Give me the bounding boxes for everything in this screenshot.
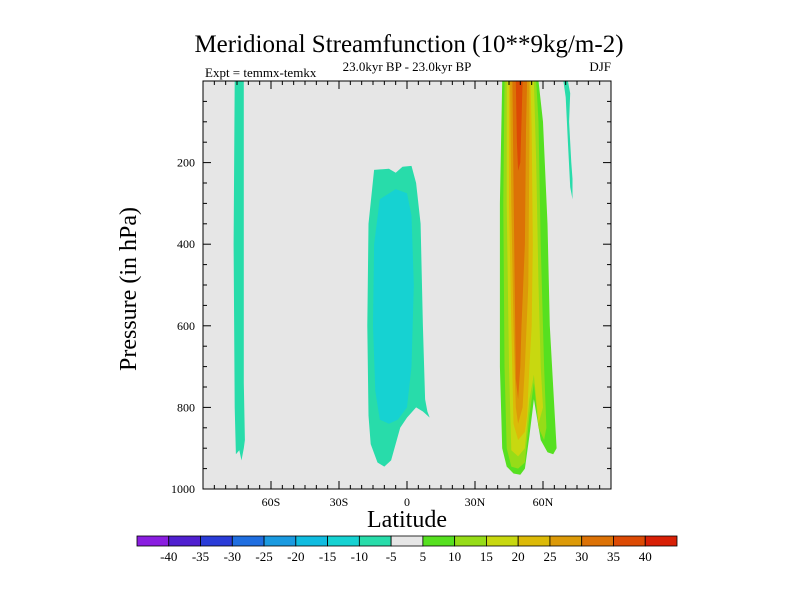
- contour-polar-sliver: [563, 81, 573, 200]
- colorbar-swatch: [390, 535, 424, 547]
- experiment-label: Expt = temmx-temkx: [205, 65, 317, 80]
- colorbar-swatch: [517, 535, 551, 547]
- colorbar-label: -20: [287, 549, 304, 564]
- colorbar-label: 30: [575, 549, 588, 564]
- season-label: DJF: [589, 59, 611, 74]
- colorbar-swatch: [581, 535, 614, 547]
- colorbar-label: 25: [543, 549, 556, 564]
- contour-northern-cell-35: [515, 81, 523, 171]
- colorbar-swatch: [231, 535, 265, 547]
- contour-tropical-cell-core: [373, 189, 414, 424]
- colorbar: -40 -35 -30 -25 -20 -15 -10 -5 5 10 15 20 25 30 35 40: [136, 535, 678, 564]
- contour-regions: [233, 81, 573, 475]
- colorbar-swatch: [295, 535, 328, 547]
- colorbar-swatch: [454, 535, 487, 547]
- colorbar-swatch: [327, 535, 360, 547]
- colorbar-label: 20: [512, 549, 525, 564]
- colorbar-label: 35: [607, 549, 620, 564]
- y-tick-label: 200: [177, 156, 195, 170]
- colorbar-label: 15: [480, 549, 493, 564]
- colorbar-label: -5: [386, 549, 397, 564]
- colorbar-label: -10: [351, 549, 368, 564]
- colorbar-swatch: [263, 535, 297, 547]
- period-label: 23.0kyr BP - 23.0kyr BP: [343, 59, 472, 74]
- colorbar-label: -30: [224, 549, 241, 564]
- axis-ticks: 60S 30S 0 30N 60N 200 400 600 800 1000: [171, 81, 611, 509]
- x-tick-label: 60S: [262, 495, 281, 509]
- x-tick-label: 0: [404, 495, 410, 509]
- colorbar-label: -40: [160, 549, 177, 564]
- y-axis-title: Pressure (in hPa): [116, 207, 142, 371]
- y-tick-label: 800: [177, 400, 195, 414]
- x-tick-label: 30N: [465, 495, 486, 509]
- colorbar-swatch: [486, 535, 519, 547]
- x-axis-title: Latitude: [367, 507, 447, 533]
- colorbar-label: -15: [319, 549, 336, 564]
- colorbar-swatch: [168, 535, 201, 547]
- colorbar-label: 5: [420, 549, 427, 564]
- colorbar-swatch: [358, 535, 392, 547]
- colorbar-swatch: [644, 535, 678, 547]
- chart-title: Meridional Streamfunction (10**9kg/m-2): [194, 31, 623, 58]
- y-tick-label: 1000: [171, 482, 195, 496]
- colorbar-label: -35: [192, 549, 209, 564]
- colorbar-swatch: [422, 535, 456, 547]
- colorbar-label: 10: [448, 549, 461, 564]
- colorbar-swatch: [136, 535, 170, 547]
- plot-frame: [202, 80, 612, 490]
- colorbar-swatch: [200, 535, 233, 547]
- contour-northern-cell-30: [512, 81, 528, 400]
- colorbar-swatch: [549, 535, 583, 547]
- y-tick-label: 600: [177, 319, 195, 333]
- x-tick-label: 60N: [533, 495, 554, 509]
- x-tick-label: 30S: [330, 495, 349, 509]
- colorbar-swatch: [613, 535, 646, 547]
- contour-southern-cell: [233, 81, 245, 461]
- colorbar-label: -25: [255, 549, 272, 564]
- colorbar-label: 40: [639, 549, 652, 564]
- y-tick-label: 400: [177, 237, 195, 251]
